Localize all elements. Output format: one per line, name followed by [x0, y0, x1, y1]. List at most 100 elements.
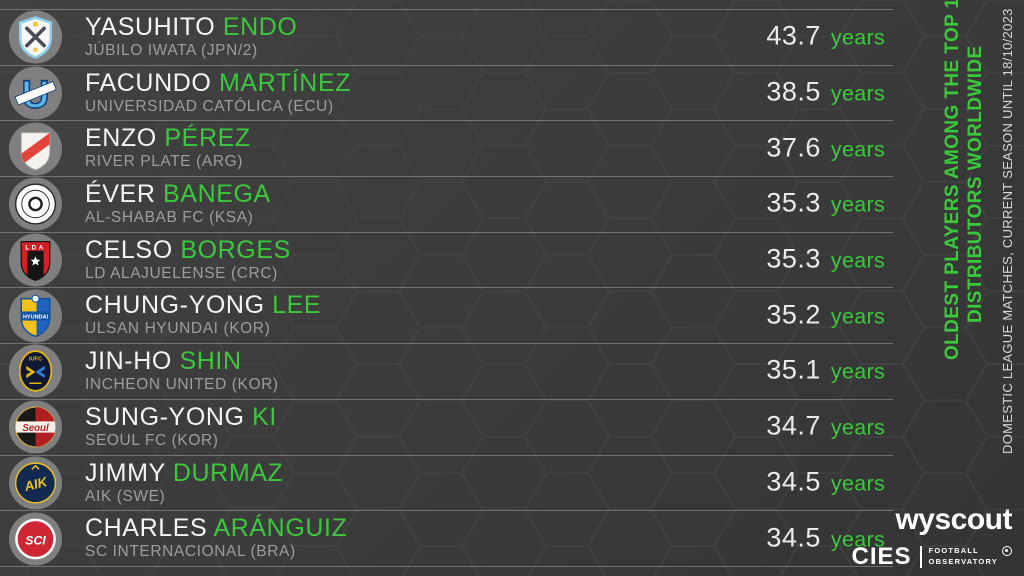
player-first-name: JIMMY — [85, 458, 166, 487]
player-first-name: JIN-HO — [85, 347, 172, 376]
player-name: ENZO PÉREZ — [85, 125, 251, 152]
svg-text:Seoul: Seoul — [22, 423, 49, 434]
player-name: ÉVER BANEGA — [85, 181, 271, 208]
logo-divider — [919, 546, 922, 568]
player-info: CHUNG-YONG LEE ULSAN HYUNDAI (KOR) — [85, 292, 321, 338]
age-unit: years — [830, 136, 885, 161]
player-row: LDA CELSO BORGES LD ALAJUELENSE (CRC) 35… — [0, 233, 893, 289]
player-name: CHUNG-YONG LEE — [85, 292, 321, 319]
player-club: INCHEON UNITED (KOR) — [85, 376, 279, 394]
player-last-name: DURMAZ — [172, 458, 284, 487]
infographic-title: OLDEST PLAYERS AMONG THE TOP 100 DISTRIB… — [941, 0, 987, 360]
age-unit: years — [830, 526, 885, 551]
svg-text:SCI: SCI — [25, 533, 46, 547]
player-club: AIK (SWE) — [85, 487, 166, 505]
player-age: 35.3 years — [757, 188, 885, 219]
player-age: 34.5 years — [757, 522, 885, 553]
player-info: YASUHITO ENDO JÚBILO IWATA (JPN/2) — [85, 14, 297, 60]
player-row: Seoul SUNG-YONG KI SEOUL FC (KOR) 34.7 ye… — [0, 400, 893, 456]
player-first-name: CELSO — [85, 235, 173, 264]
player-name: YASUHITO ENDO — [85, 14, 297, 41]
jubilo-iwata-crest-icon — [9, 10, 62, 64]
player-ranking-list: YASUHITO ENDO JÚBILO IWATA (JPN/2) 43.7 y… — [0, 9, 893, 567]
player-name: CELSO BORGES — [85, 235, 291, 264]
age-value: 35.3 — [766, 187, 821, 218]
player-row: IUFC JIN-HO SHIN INCHEON UNITED (KOR) 35… — [0, 344, 893, 400]
seoul-fc-crest-icon: Seoul — [9, 400, 62, 454]
observatory-label: OBSERVATORY — [928, 557, 998, 566]
ulsan-hyundai-crest-icon: HYUNDAI — [9, 289, 62, 343]
football-icon — [1002, 546, 1012, 557]
age-unit: years — [830, 471, 885, 496]
ld-alajuelense-crest-icon: LDA — [9, 233, 62, 287]
player-age: 43.7 years — [757, 21, 885, 52]
age-value: 34.5 — [766, 521, 821, 552]
incheon-united-crest-icon: IUFC — [9, 344, 62, 398]
player-info: SUNG-YONG KI SEOUL FC (KOR) — [85, 402, 277, 450]
player-last-name: BANEGA — [163, 180, 271, 209]
player-age: 34.5 years — [757, 466, 885, 497]
al-shabab-crest-icon — [9, 177, 62, 231]
player-age: 37.6 years — [757, 132, 885, 163]
player-info: ÉVER BANEGA AL-SHABAB FC (KSA) — [85, 181, 271, 227]
player-info: JIN-HO SHIN INCHEON UNITED (KOR) — [85, 348, 279, 394]
player-name: JIMMY DURMAZ — [85, 458, 284, 487]
cies-logo: CIES — [851, 543, 912, 570]
aik-crest-icon: AIK — [9, 456, 62, 510]
football-label: FOOTBALL — [928, 546, 979, 556]
age-unit: years — [830, 81, 885, 106]
player-last-name: KI — [252, 402, 277, 431]
player-club: ULSAN HYUNDAI (KOR) — [85, 320, 271, 338]
svg-text:LDA: LDA — [25, 244, 45, 251]
player-first-name: CHARLES — [85, 514, 208, 543]
age-value: 34.7 — [766, 410, 821, 441]
player-info: FACUNDO MARTÍNEZ UNIVERSIDAD CATÓLICA (E… — [85, 68, 352, 116]
player-last-name: LEE — [272, 291, 322, 320]
age-unit: years — [830, 359, 885, 384]
player-info: CHARLES ARÁNGUIZ SC INTERNACIONAL (BRA) — [85, 515, 347, 561]
age-value: 35.2 — [766, 299, 821, 330]
player-name: FACUNDO MARTÍNEZ — [85, 68, 352, 97]
player-last-name: MARTÍNEZ — [218, 68, 352, 97]
age-value: 38.5 — [766, 76, 821, 107]
player-last-name: BORGES — [180, 235, 291, 264]
player-first-name: CHUNG-YONG — [85, 291, 265, 320]
player-last-name: SHIN — [179, 347, 242, 376]
player-first-name: SUNG-YONG — [85, 402, 245, 431]
player-club: SC INTERNACIONAL (BRA) — [85, 543, 296, 561]
player-last-name: ARÁNGUIZ — [213, 514, 348, 543]
age-unit: years — [830, 415, 885, 440]
title-line-1: OLDEST PLAYERS AMONG THE TOP 100 — [941, 0, 963, 360]
player-row: ÉVER BANEGA AL-SHABAB FC (KSA) 35.3 years — [0, 177, 893, 233]
player-last-name: PÉREZ — [164, 124, 251, 153]
age-value: 34.5 — [766, 466, 821, 497]
infographic-subtitle: DOMESTIC LEAGUE MATCHES, CURRENT SEASON … — [1000, 8, 1015, 454]
player-row: ENZO PÉREZ RIVER PLATE (ARG) 37.6 years — [0, 121, 893, 178]
river-plate-crest-icon — [9, 122, 62, 176]
player-club: LD ALAJUELENSE (CRC) — [85, 264, 278, 282]
player-first-name: FACUNDO — [85, 68, 212, 97]
player-info: CELSO BORGES LD ALAJUELENSE (CRC) — [85, 235, 291, 283]
age-value: 35.3 — [766, 243, 821, 274]
age-unit: years — [830, 25, 885, 50]
universidad-catolica-crest-icon: U — [9, 66, 62, 120]
player-row: AIK JIMMY DURMAZ AIK (SWE) 34.5 years — [0, 456, 893, 512]
age-value: 35.1 — [766, 354, 821, 385]
player-age: 35.3 years — [757, 243, 885, 274]
player-age: 34.7 years — [757, 410, 885, 441]
player-name: JIN-HO SHIN — [85, 348, 279, 375]
player-age: 35.2 years — [757, 299, 885, 330]
age-value: 37.6 — [766, 131, 821, 162]
player-club: SEOUL FC (KOR) — [85, 431, 219, 449]
player-club: JÚBILO IWATA (JPN/2) — [85, 42, 258, 59]
player-first-name: ÉVER — [85, 180, 156, 209]
player-first-name: ENZO — [85, 124, 157, 153]
player-row: YASUHITO ENDO JÚBILO IWATA (JPN/2) 43.7 y… — [0, 10, 893, 66]
player-age: 35.1 years — [757, 355, 885, 386]
player-age: 38.5 years — [757, 76, 885, 107]
age-value: 43.7 — [766, 20, 821, 51]
title-line-2: DISTRIBUTORS WORLDWIDE — [964, 45, 986, 323]
cies-football-observatory-logo: CIES FOOTBALL OBSERVATORY — [852, 545, 1012, 569]
